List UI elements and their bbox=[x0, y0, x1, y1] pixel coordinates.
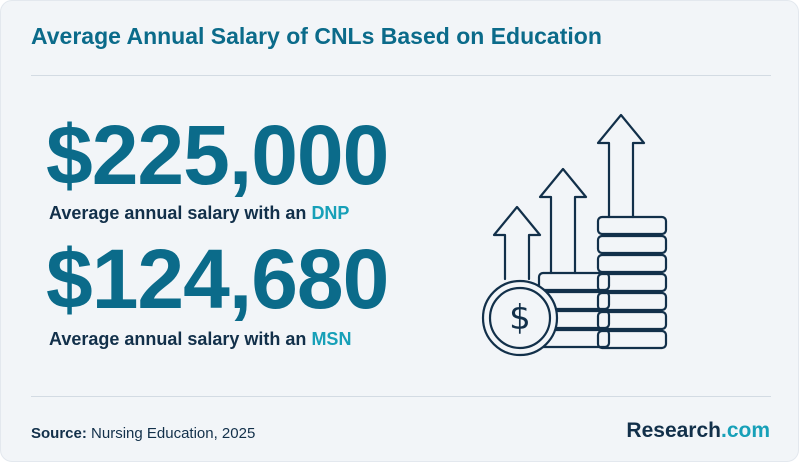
coin-stacks-rising-arrows-icon: $ bbox=[477, 107, 677, 367]
msn-caption-text: Average annual salary with an bbox=[49, 329, 312, 349]
msn-salary-caption: Average annual salary with an MSN bbox=[49, 329, 351, 350]
source-note: Source: Nursing Education, 2025 bbox=[31, 425, 255, 442]
bottom-divider bbox=[31, 396, 771, 397]
source-text: Nursing Education, 2025 bbox=[86, 425, 256, 442]
dollar-sign-icon: $ bbox=[509, 298, 531, 338]
dnp-salary-value: $225,000 bbox=[46, 108, 389, 202]
msn-degree-label: MSN bbox=[311, 329, 352, 349]
top-divider bbox=[31, 75, 771, 76]
msn-salary-value: $124,680 bbox=[46, 232, 389, 326]
dnp-salary-caption: Average annual salary with an DNP bbox=[49, 203, 349, 224]
source-label: Source: bbox=[31, 425, 87, 442]
brand-logo[interactable]: Research.com bbox=[626, 419, 770, 443]
dnp-caption-text: Average annual salary with an bbox=[49, 203, 312, 223]
brand-suffix: .com bbox=[720, 419, 770, 442]
dnp-degree-label: DNP bbox=[311, 203, 350, 223]
page-title: Average Annual Salary of CNLs Based on E… bbox=[31, 23, 602, 49]
brand-name: Research bbox=[626, 419, 721, 442]
